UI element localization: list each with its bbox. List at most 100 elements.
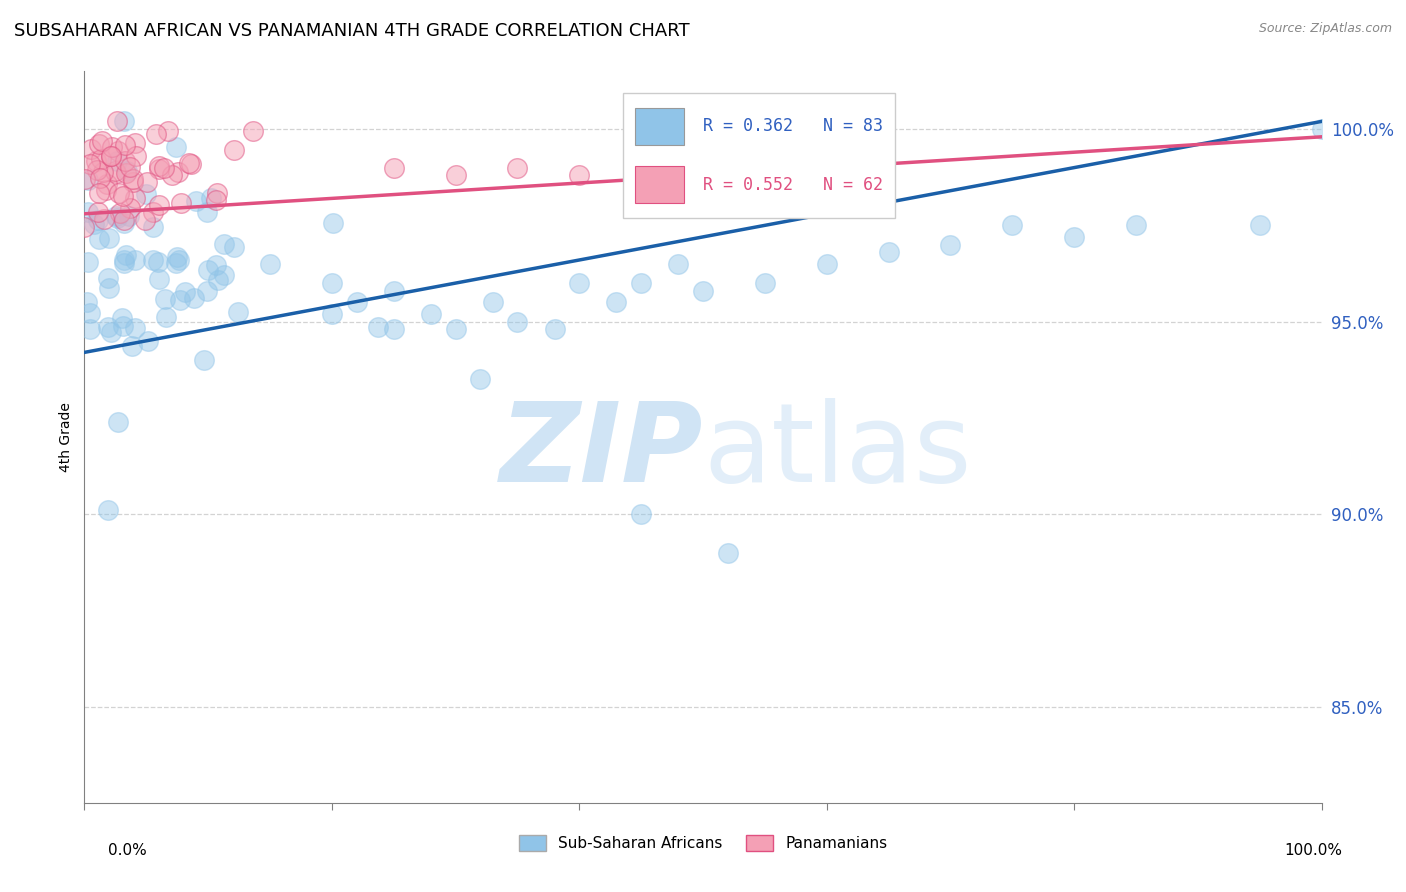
Point — [169, 252, 191, 267]
Point — [114, 248, 136, 262]
Point — [79, 157, 101, 171]
Point — [100, 149, 122, 163]
Point — [160, 168, 183, 182]
Point — [121, 339, 143, 353]
Point — [105, 209, 128, 223]
Text: SUBSAHARAN AFRICAN VS PANAMANIAN 4TH GRADE CORRELATION CHART: SUBSAHARAN AFRICAN VS PANAMANIAN 4TH GRA… — [14, 22, 690, 40]
Point — [506, 315, 529, 329]
Point — [135, 175, 157, 189]
Point — [242, 124, 264, 138]
Point — [105, 114, 128, 128]
Point — [112, 212, 135, 227]
Point — [76, 295, 98, 310]
Point — [112, 188, 135, 202]
Point — [104, 166, 127, 180]
Point — [118, 160, 141, 174]
Point — [148, 198, 170, 212]
Point — [692, 284, 714, 298]
Point — [91, 165, 114, 179]
Point — [98, 231, 121, 245]
Point — [148, 272, 170, 286]
Point — [73, 172, 96, 186]
Point — [142, 220, 165, 235]
Point — [177, 156, 200, 170]
Point — [165, 256, 187, 270]
Point — [73, 220, 96, 235]
Y-axis label: 4th Grade: 4th Grade — [59, 402, 73, 472]
Point — [630, 276, 652, 290]
Point — [114, 137, 136, 152]
Point — [754, 169, 776, 183]
Point — [79, 306, 101, 320]
Point — [207, 273, 229, 287]
Point — [96, 178, 118, 192]
Point — [86, 163, 108, 178]
Point — [124, 136, 146, 150]
Text: 100.0%: 100.0% — [1285, 843, 1343, 858]
Point — [156, 124, 179, 138]
Point — [568, 169, 591, 183]
Point — [444, 322, 467, 336]
Point — [666, 257, 689, 271]
Point — [346, 295, 368, 310]
Point — [100, 149, 122, 163]
Point — [83, 217, 105, 231]
Point — [135, 186, 157, 201]
Point — [197, 262, 219, 277]
Point — [97, 503, 120, 517]
Point — [148, 159, 170, 173]
Point — [89, 171, 111, 186]
Point — [112, 216, 135, 230]
Point — [94, 184, 117, 198]
Point — [115, 164, 138, 178]
Point — [321, 276, 343, 290]
Point — [90, 152, 112, 166]
Point — [87, 213, 110, 227]
Point — [112, 253, 135, 268]
Text: R = 0.362   N = 83: R = 0.362 N = 83 — [703, 117, 883, 136]
Point — [939, 237, 962, 252]
Point — [148, 162, 170, 177]
Point — [136, 334, 159, 348]
Point — [166, 250, 188, 264]
Point — [1310, 122, 1333, 136]
Point — [419, 307, 441, 321]
Point — [97, 271, 120, 285]
Point — [183, 291, 205, 305]
Point — [146, 254, 169, 268]
Point — [89, 186, 111, 201]
Point — [568, 276, 591, 290]
Point — [506, 161, 529, 175]
Point — [382, 322, 405, 336]
Point — [322, 216, 344, 230]
Point — [97, 280, 120, 294]
Text: ZIP: ZIP — [499, 398, 703, 505]
Point — [145, 127, 167, 141]
Point — [97, 319, 120, 334]
Point — [204, 193, 226, 207]
Point — [86, 153, 108, 168]
Point — [180, 157, 202, 171]
Point — [79, 322, 101, 336]
Point — [124, 191, 146, 205]
Point — [155, 310, 177, 324]
Point — [107, 144, 129, 158]
Point — [169, 293, 191, 307]
Point — [103, 164, 125, 178]
Point — [630, 153, 652, 167]
Point — [212, 268, 235, 282]
Point — [224, 143, 246, 157]
Point — [174, 285, 197, 299]
Point — [692, 161, 714, 175]
Point — [193, 353, 215, 368]
Point — [754, 276, 776, 290]
Point — [108, 205, 131, 219]
Point — [184, 194, 207, 209]
Point — [86, 204, 108, 219]
Point — [112, 114, 135, 128]
Point — [77, 172, 100, 186]
Point — [134, 212, 156, 227]
Point — [259, 257, 281, 271]
Point — [105, 211, 128, 226]
Point — [153, 293, 176, 307]
